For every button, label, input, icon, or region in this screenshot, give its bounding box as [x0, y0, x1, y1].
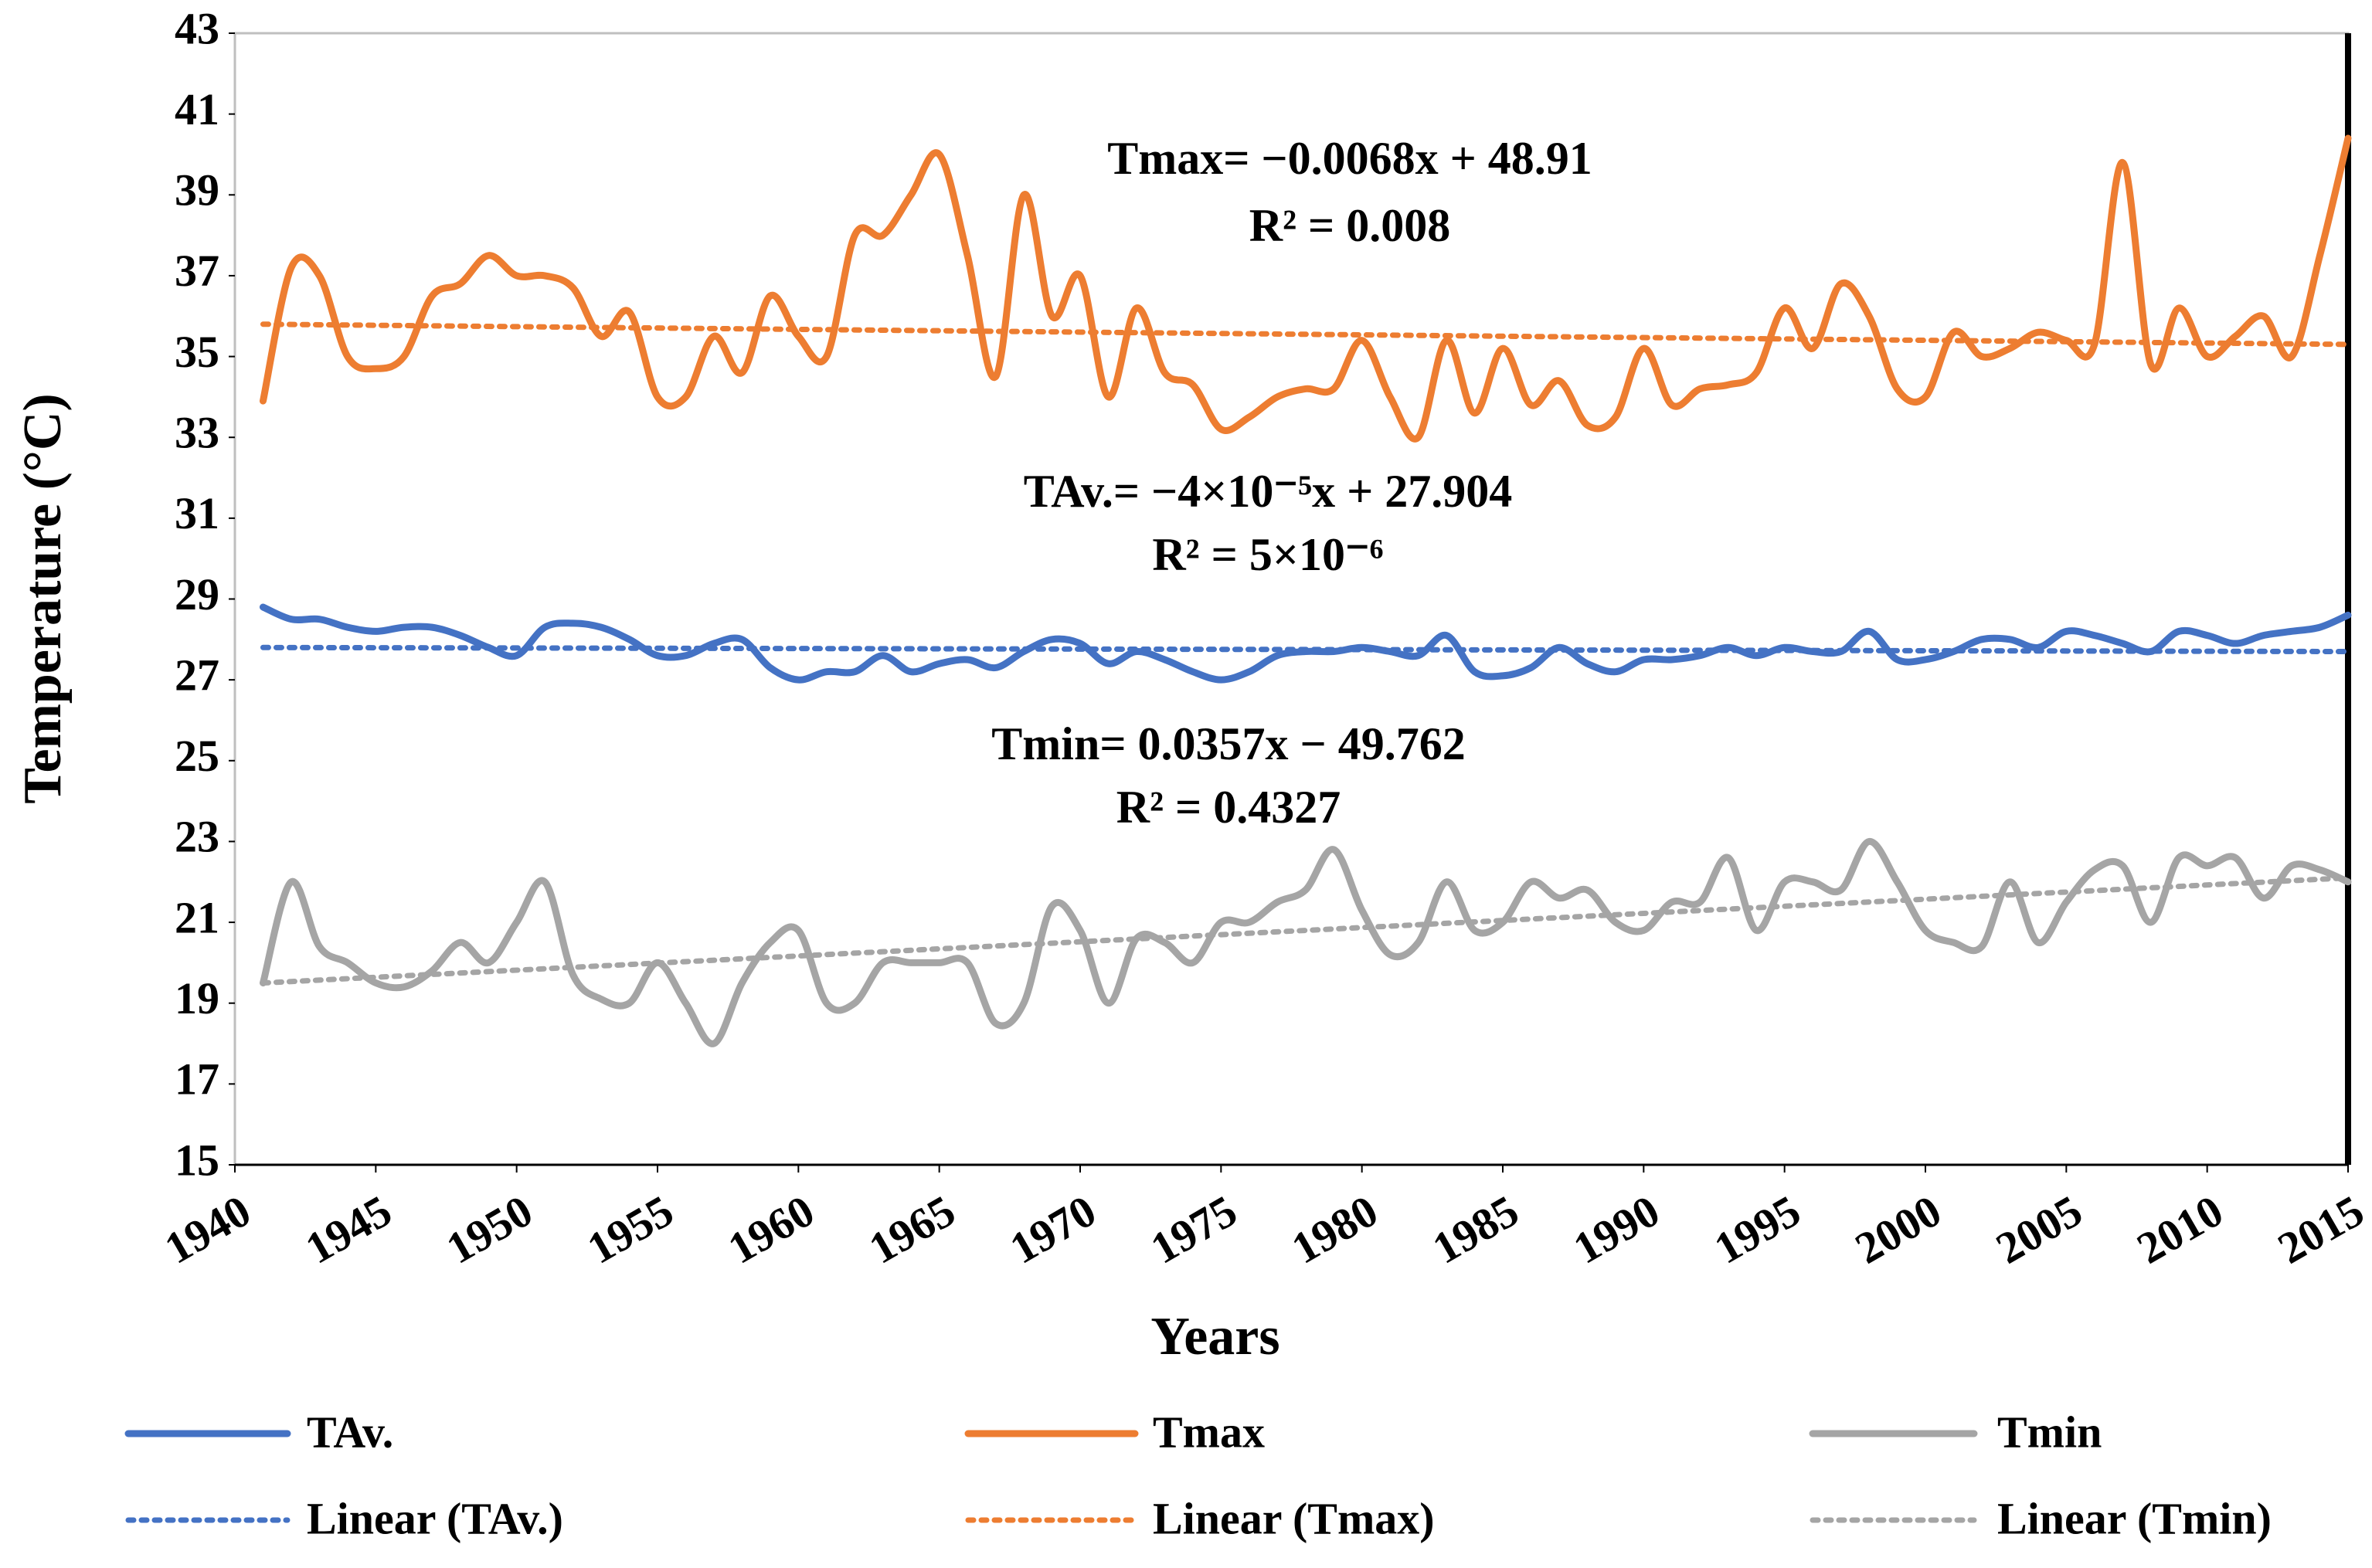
- x-tick-label: 1970: [1001, 1185, 1104, 1273]
- x-tick-label: 2015: [2269, 1185, 2372, 1273]
- x-tick-label: 2000: [1847, 1185, 1949, 1273]
- series-line: [259, 603, 2352, 684]
- x-tick-label: 1945: [297, 1185, 400, 1273]
- series-line: [259, 837, 2352, 1047]
- y-tick-label: 33: [175, 408, 219, 458]
- trend-line: [260, 875, 2351, 986]
- x-tick-label: 1980: [1283, 1185, 1386, 1273]
- y-tick-label: 25: [175, 731, 219, 781]
- annotation: TAv.= −4×10⁻⁵x + 27.904: [1024, 466, 1513, 517]
- y-tick-label: 39: [175, 165, 219, 216]
- y-tick-label: 23: [175, 812, 219, 862]
- legend-label: Tmax: [1153, 1407, 1265, 1457]
- y-tick-label: 15: [175, 1135, 219, 1185]
- annotation: R² = 0.008: [1249, 200, 1451, 251]
- trend-line: [260, 644, 2351, 655]
- y-tick-label: 35: [175, 327, 219, 377]
- annotation: R² = 5×10⁻⁶: [1152, 529, 1383, 580]
- y-tick-label: 19: [175, 973, 219, 1023]
- y-tick-label: 41: [175, 84, 219, 134]
- annotation: Tmax= −0.0068x + 48.91: [1107, 133, 1592, 184]
- x-tick-label: 1985: [1424, 1185, 1527, 1273]
- y-tick-label: 27: [175, 650, 219, 700]
- y-tick-label: 17: [175, 1054, 219, 1105]
- annotation: R² = 0.4327: [1116, 782, 1341, 833]
- trend-line: [260, 321, 2351, 348]
- y-tick-label: 21: [175, 892, 219, 942]
- y-tick-label: 37: [175, 246, 219, 296]
- y-tick-label: 43: [175, 3, 219, 53]
- annotation: Tmin= 0.0357x − 49.762: [991, 718, 1465, 769]
- x-tick-label: 1940: [156, 1185, 259, 1273]
- x-tick-label: 1955: [579, 1185, 681, 1273]
- legend-label: TAv.: [307, 1407, 393, 1457]
- x-tick-label: 1975: [1143, 1185, 1245, 1273]
- y-tick-label: 31: [175, 488, 219, 538]
- x-tick-label: 1965: [861, 1185, 963, 1273]
- y-axis-title: Temperature (°C): [13, 393, 73, 804]
- legend-label: Linear (Tmin): [1997, 1493, 2272, 1543]
- x-tick-label: 1950: [438, 1185, 541, 1273]
- x-tick-label: 2010: [2129, 1185, 2231, 1273]
- y-tick-label: 29: [175, 569, 219, 619]
- x-tick-label: 2005: [1988, 1185, 2091, 1273]
- x-tick-label: 1960: [720, 1185, 823, 1273]
- legend-label: Linear (TAv.): [307, 1493, 563, 1543]
- x-tick-label: 1995: [1706, 1185, 1809, 1273]
- legend-label: Tmin: [1997, 1407, 2102, 1457]
- x-tick-label: 1990: [1565, 1185, 1668, 1273]
- legend-label: Linear (Tmax): [1153, 1493, 1435, 1543]
- x-axis-title: Years: [1150, 1307, 1279, 1366]
